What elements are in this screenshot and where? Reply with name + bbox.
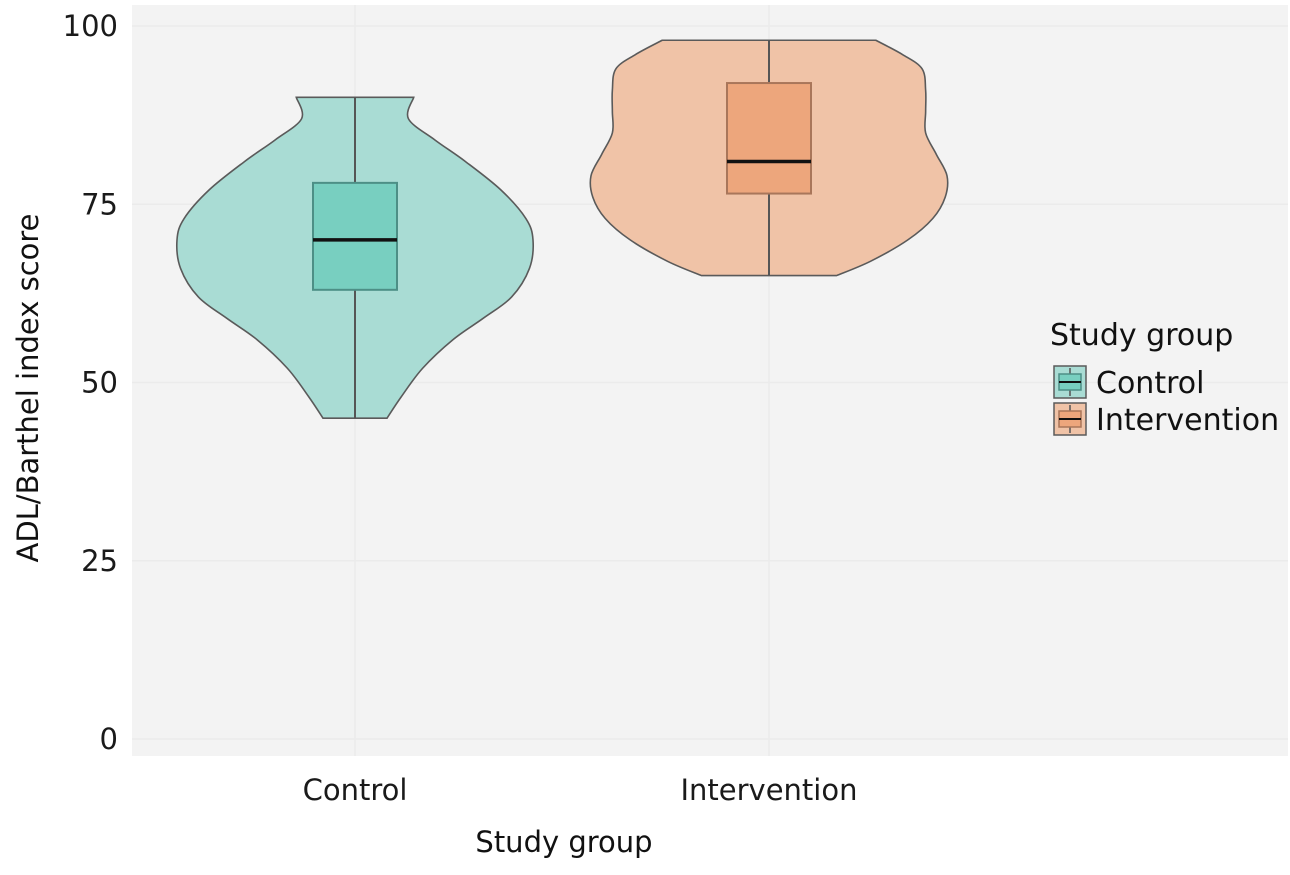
legend-key-control: Control	[1053, 365, 1204, 401]
y-tick-labels: 0 25 50 75 100	[63, 9, 118, 756]
x-tick-labels: Control Intervention	[303, 773, 858, 807]
x-tick-label: Control	[303, 773, 408, 807]
legend-key-intervention: Intervention	[1053, 402, 1279, 438]
violins	[176, 39, 949, 419]
legend-label: Control	[1096, 366, 1204, 401]
box-control	[312, 181, 398, 291]
y-axis-title: ADL/Barthel index score	[11, 213, 45, 562]
y-tick-label: 100	[63, 9, 118, 43]
legend-label: Intervention	[1096, 403, 1279, 438]
y-tick-label: 25	[81, 544, 118, 578]
y-tick-label: 50	[81, 366, 118, 400]
y-tick-label: 75	[81, 187, 118, 221]
y-tick-label: 0	[100, 722, 118, 756]
legend-title: Study group	[1050, 318, 1233, 353]
x-tick-label: Intervention	[680, 773, 857, 807]
x-axis-title: Study group	[475, 825, 652, 859]
box-intervention	[726, 82, 812, 195]
